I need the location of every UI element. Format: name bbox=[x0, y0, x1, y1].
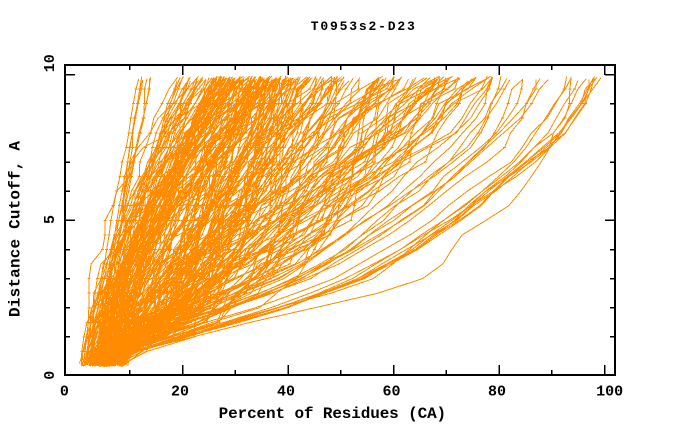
svg-text:T0953s2-D23: T0953s2-D23 bbox=[311, 19, 415, 34]
svg-text:40: 40 bbox=[277, 383, 295, 400]
svg-text:0: 0 bbox=[60, 383, 69, 400]
svg-text:20: 20 bbox=[171, 383, 189, 400]
svg-text:60: 60 bbox=[382, 383, 400, 400]
svg-text:Distance Cutoff, A: Distance Cutoff, A bbox=[7, 141, 25, 317]
svg-text:10: 10 bbox=[42, 54, 59, 72]
svg-text:0: 0 bbox=[42, 371, 59, 380]
svg-text:Percent of Residues (CA): Percent of Residues (CA) bbox=[219, 405, 447, 423]
svg-text:100: 100 bbox=[596, 383, 623, 400]
svg-text:80: 80 bbox=[488, 383, 506, 400]
svg-text:5: 5 bbox=[42, 215, 59, 224]
